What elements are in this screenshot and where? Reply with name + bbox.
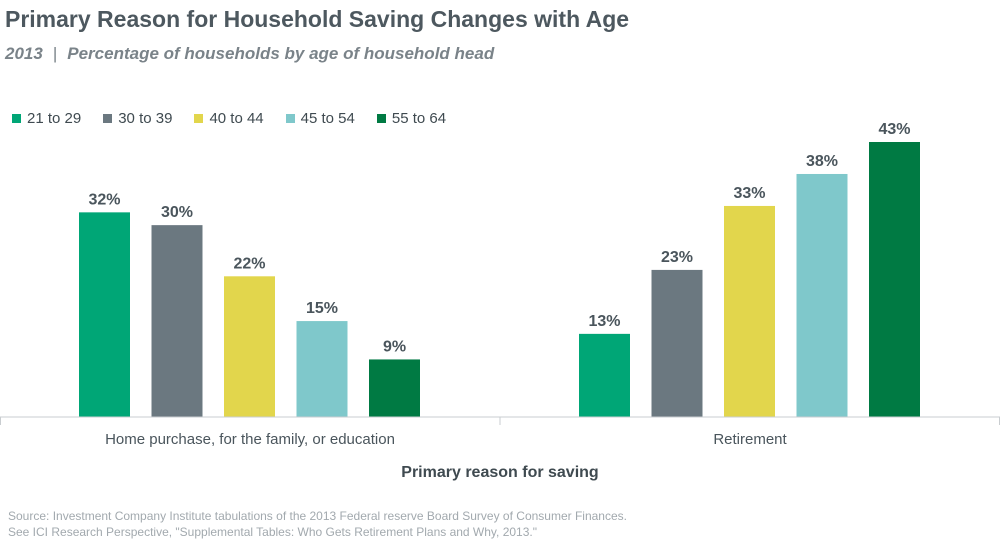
data-label: 33%	[733, 185, 765, 202]
legend-label: 55 to 64	[391, 110, 447, 127]
legend-item: 45 to 54	[285, 110, 355, 127]
legend-swatch	[376, 114, 386, 123]
bar	[151, 225, 203, 417]
bar	[796, 173, 848, 417]
legend-label: 21 to 29	[27, 110, 82, 127]
legend-item: 40 to 44	[194, 110, 264, 127]
legend-swatch	[194, 114, 204, 123]
subtitle-separator: |	[52, 44, 58, 63]
x-axis-title: Primary reason for saving	[401, 464, 598, 481]
bar	[79, 212, 130, 417]
data-label: 13%	[588, 313, 620, 330]
subtitle-text: Percentage of households by age of house…	[67, 44, 495, 63]
bar	[224, 276, 275, 417]
data-label: 30%	[161, 204, 193, 221]
legend-label: 45 to 54	[300, 110, 355, 127]
bar	[724, 205, 775, 417]
source-line-1: Source: Investment Company Institute tab…	[8, 509, 627, 523]
legend-item: 55 to 64	[376, 110, 447, 127]
legend-label: 40 to 44	[209, 110, 264, 127]
data-label: 32%	[88, 191, 120, 208]
chart-title: Primary Reason for Household Saving Chan…	[5, 6, 630, 32]
bar	[579, 333, 630, 417]
legend-swatch	[103, 114, 113, 123]
data-label: 23%	[661, 249, 693, 266]
data-label: 38%	[806, 153, 838, 170]
data-label: 43%	[878, 121, 910, 138]
category-label: Retirement	[713, 431, 787, 448]
chart-legend: 21 to 29 30 to 39 40 to 44 45 to 54 55 to 64	[12, 110, 468, 127]
category-label: Home purchase, for the family, or educat…	[105, 431, 395, 448]
data-label: 15%	[306, 300, 338, 317]
legend-swatch	[285, 114, 295, 123]
data-label: 22%	[233, 255, 265, 272]
chart-subtitle: 2013 | Percentage of households by age of …	[5, 44, 494, 64]
subtitle-year: 2013	[5, 44, 43, 63]
legend-label: 30 to 39	[118, 110, 173, 127]
bar	[869, 142, 920, 417]
bar	[296, 321, 348, 417]
data-label: 9%	[383, 338, 406, 355]
bar	[369, 359, 420, 417]
source-note: Source: Investment Company Institute tab…	[8, 508, 627, 540]
legend-item: 30 to 39	[103, 110, 172, 127]
legend-swatch	[12, 114, 21, 123]
source-line-2: See ICI Research Perspective, "Supplemen…	[8, 525, 538, 539]
bar	[651, 269, 703, 417]
legend-item: 21 to 29	[12, 110, 81, 127]
